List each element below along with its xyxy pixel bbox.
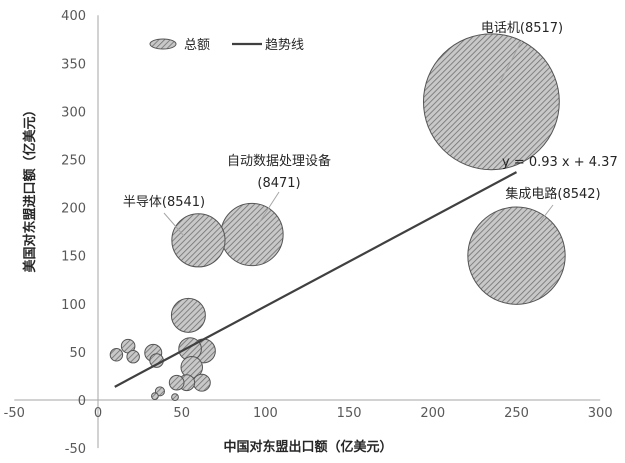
- bubble-label: 自动数据处理设备(8471): [227, 153, 331, 191]
- bubble-label: 电话机(8517): [481, 21, 563, 36]
- x-tick-label: -50: [4, 406, 25, 421]
- label-leader-line: [539, 204, 554, 223]
- x-tick-label: 200: [420, 406, 445, 421]
- bubble-point: [151, 392, 159, 401]
- y-tick-label: 200: [61, 202, 86, 217]
- y-tick-label: 400: [61, 9, 86, 24]
- bubble-point: [126, 349, 140, 364]
- bubble-point: [109, 348, 124, 362]
- label-leader-line: [163, 212, 185, 237]
- y-tick-label: 250: [61, 154, 86, 169]
- bubble-label: 半导体(8541): [123, 195, 205, 210]
- y-tick-label: 300: [61, 105, 86, 120]
- x-tick-label: 50: [173, 406, 190, 421]
- y-tick-label: 0: [78, 394, 86, 409]
- trendline-layer: [114, 171, 518, 388]
- bubble-point: [422, 33, 560, 171]
- x-tick-label: 300: [588, 406, 613, 421]
- bubble-point: [168, 374, 185, 391]
- bubble-point: [192, 373, 211, 392]
- legend: 总额 趋势线: [149, 37, 304, 53]
- trendline: [114, 171, 518, 388]
- y-axis-title: 美国对东盟进口额（亿美元）: [22, 103, 38, 272]
- bubble-point: [170, 297, 206, 333]
- legend-bubble-swatch: [149, 38, 177, 50]
- legend-label-total: 总额: [184, 38, 210, 53]
- bubble-label: 集成电路(8542): [505, 186, 600, 202]
- bubble-point: [171, 393, 179, 402]
- y-tick-label: 150: [61, 250, 86, 265]
- y-tick-label: -50: [65, 442, 86, 457]
- bubble-series: [109, 33, 566, 402]
- trendline-equation: y = 0.93 x + 4.37: [502, 155, 618, 170]
- y-tick-label: 350: [61, 57, 86, 72]
- label-leader-line: [497, 39, 523, 87]
- bubble-point: [467, 206, 566, 305]
- bubble-point: [171, 213, 226, 268]
- x-tick-label: 0: [94, 406, 102, 421]
- x-axis-title: 中国对东盟出口额（亿美元）: [223, 439, 392, 455]
- bubble-point: [220, 202, 284, 267]
- legend-label-trend: 趋势线: [265, 37, 304, 53]
- x-tick-label: 250: [504, 406, 529, 421]
- y-tick-label: 50: [69, 346, 86, 361]
- y-tick-label: 100: [61, 298, 86, 313]
- axes: -50 0 50 100 150 200 250 300 -50 0 50 100 150 200 250 3…: [4, 9, 613, 457]
- x-tick-label: 150: [337, 406, 362, 421]
- annotations: 电话机(8517) 集成电路(8542) 自动数据处理设备(8471) 半导体(854…: [123, 21, 601, 237]
- x-tick-label: 100: [253, 406, 278, 421]
- label-leader-line: [256, 191, 280, 227]
